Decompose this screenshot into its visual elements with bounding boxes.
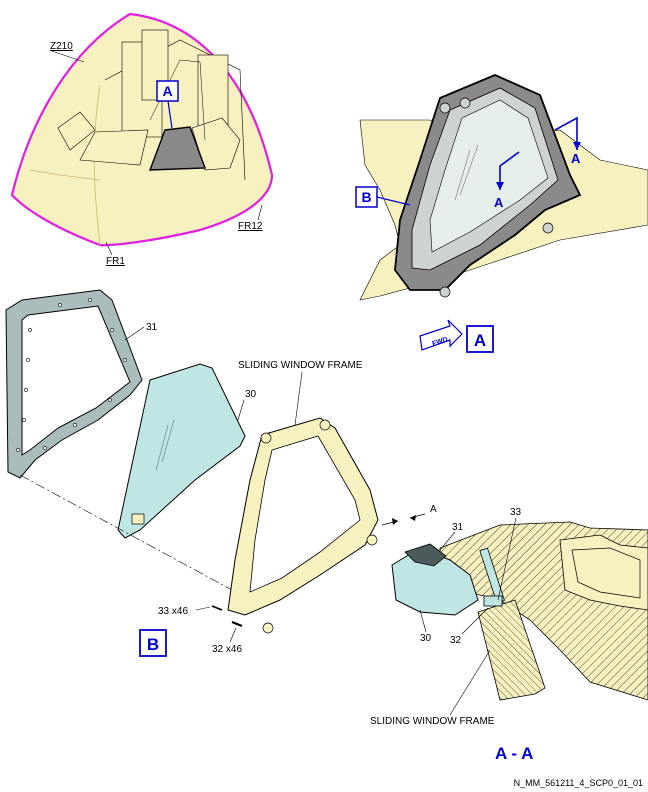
section-title: A - A (495, 744, 533, 763)
section-arrow-label-3: A (430, 504, 437, 515)
view-b-callout: B (361, 189, 371, 205)
view-a-callout: A (162, 83, 172, 99)
section-a-a: A 31 33 30 32 SLIDING WINDOW FRAME A - A (370, 504, 648, 763)
section-arrow-label-2: A (494, 195, 504, 210)
zone-label-z210: Z210 (50, 41, 73, 52)
sliding-frame-label-top: SLIDING WINDOW FRAME (238, 360, 363, 371)
section-item-33-label: 33 (510, 507, 522, 518)
view-a-callout-box (156, 80, 179, 102)
view-b-box-label: B (147, 635, 159, 654)
fwd-label: FWD (431, 336, 448, 348)
item-31-label: 31 (146, 322, 158, 333)
view-a-box-label: A (474, 331, 486, 350)
frame-label-fr12: FR12 (238, 221, 263, 232)
section-item-32-label: 32 (450, 635, 462, 646)
highlighted-window (148, 126, 206, 171)
section-arrow-label-1: A (571, 151, 581, 166)
glass-30 (117, 363, 246, 539)
cockpit-overview: A Z210 FR1 FR12 (10, 12, 274, 267)
frame-label-fr1: FR1 (106, 256, 125, 267)
section-item-31-label: 31 (452, 522, 464, 533)
fwd-arrow-icon (419, 319, 463, 351)
item-33-label: 33 x46 (158, 606, 188, 617)
item-32-label: 32 x46 (212, 644, 242, 655)
view-a-installed-window: A A B FWD A (355, 74, 648, 353)
view-a-box (466, 325, 494, 353)
drawing-reference: N_MM_561211_4_SCP0_01_01 (514, 778, 643, 788)
item-30-label: 30 (245, 389, 257, 400)
sliding-frame-label-bottom: SLIDING WINDOW FRAME (370, 716, 495, 727)
view-b-box (139, 629, 167, 657)
view-b-exploded: 31 30 SLIDING WINDOW FRAME 33 x46 32 x46… (5, 289, 379, 657)
section-item-30-label: 30 (420, 633, 432, 644)
